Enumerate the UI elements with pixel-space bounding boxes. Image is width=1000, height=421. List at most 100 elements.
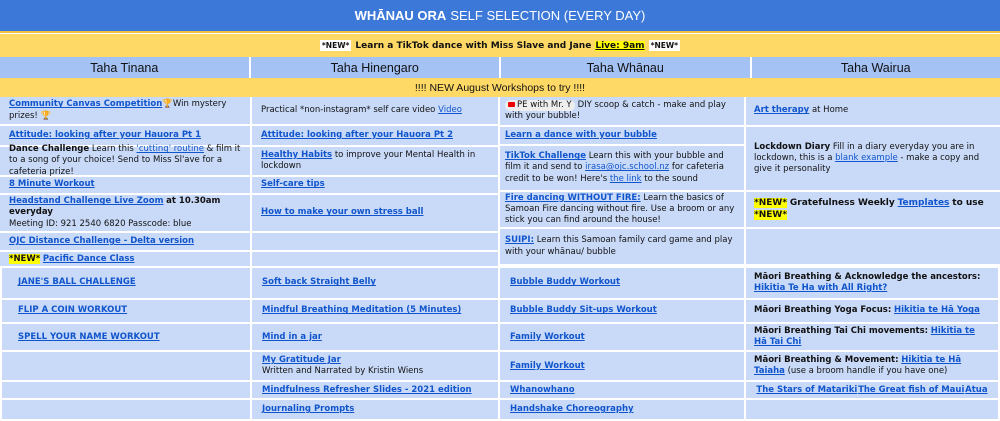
cell: *NEW* Gratefulness Weekly Templates to u… [746, 192, 1000, 227]
mind-jar-link[interactable]: Mind in a jar [262, 332, 322, 342]
cell-text: Practical *non-instagram* self care vide… [261, 105, 435, 115]
cell: Lockdown Diary Fill in a diary everyday … [746, 127, 1000, 190]
flip-coin-link[interactable]: FLIP A COIN WORKOUT [18, 305, 127, 315]
cell-text: at Home [812, 105, 848, 115]
cell: 8 Minute Workout [0, 177, 250, 193]
cell: How to make your own stress ball [252, 195, 498, 231]
suipi-link[interactable]: SUIPI: [505, 235, 534, 245]
header-taha-hinengaro: Taha Hinengaro [251, 57, 500, 78]
cell-bold: to use [952, 198, 984, 208]
soft-back-link[interactable]: Soft back Straight Belly [262, 277, 376, 287]
blank-example-link[interactable]: blank example [835, 153, 898, 163]
hikitia-yoga-link[interactable]: Hikitia te Hā Yoga [894, 305, 980, 315]
attitude-pt1-link[interactable]: Attitude: looking after your Hauora Pt 1 [9, 130, 201, 140]
attitude-pt2-link[interactable]: Attitude: looking after your Hauora Pt 2 [261, 130, 453, 140]
family-workout-link-2[interactable]: Family Workout [510, 361, 585, 371]
workshops-banner: !!!! NEW August Workshops to try !!!! [0, 78, 1000, 97]
table-row: Mindfulness Refresher Slides - 2021 edit… [2, 382, 998, 398]
cell-text: to the sound [644, 174, 698, 184]
matariki-link[interactable]: The Stars of Matariki [756, 385, 857, 396]
meeting-id: Meeting ID: 921 2540 6820 Passcode: blue [9, 219, 191, 229]
title-bold: WHĀNAU ORA [355, 8, 447, 23]
cell: Self-care tips [252, 177, 498, 193]
lockdown-diary-label: Lockdown Diary [754, 142, 830, 152]
new-tag: *NEW* [754, 198, 787, 208]
atua-link[interactable]: Atua [965, 385, 987, 396]
self-care-tips-link[interactable]: Self-care tips [261, 179, 325, 189]
bubble-situps-link[interactable]: Bubble Buddy Sit-ups Workout [510, 305, 657, 315]
cell: *NEW* Pacific Dance Class [0, 252, 250, 267]
cell: Attitude: looking after your Hauora Pt 2 [252, 126, 498, 145]
8-minute-workout-link[interactable]: 8 Minute Workout [9, 179, 95, 189]
tiktok-banner: *NEW* Learn a TikTok dance with Miss Sla… [0, 34, 1000, 57]
community-canvas-link[interactable]: Community Canvas Competition [9, 99, 162, 109]
header-taha-whanau: Taha Whānau [501, 57, 750, 78]
new-tag: *NEW* [9, 254, 40, 264]
fire-dancing-link[interactable]: Fire dancing WITHOUT FIRE: [505, 193, 641, 203]
great-fish-link[interactable]: The Great fish of Maui [858, 385, 964, 396]
cell: Practical *non-instagram* self care vide… [252, 97, 498, 124]
cell-bold: Māori Breathing Tai Chi movements: [754, 326, 928, 336]
cell [252, 252, 498, 267]
banner-text: Learn a TikTok dance with Miss Slave and… [355, 41, 591, 51]
title-rest: SELF SELECTION (EVERY DAY) [450, 8, 645, 23]
family-workout-link[interactable]: Family Workout [510, 332, 585, 342]
ojc-distance-link[interactable]: OJC Distance Challenge - Delta version [9, 236, 194, 246]
learn-dance-link[interactable]: Learn a dance with your bubble [505, 130, 657, 140]
email-link[interactable]: irasa@ojc.school.nz [585, 162, 669, 172]
spell-name-link[interactable]: SPELL YOUR NAME WORKOUT [18, 332, 160, 342]
cell-text: Written and Narrated by Kristin Wiens [262, 366, 423, 376]
column-headers: Taha Tinana Taha Hinengaro Taha Whānau T… [0, 57, 1000, 78]
wairua-column: Art therapy at Home Lockdown Diary Fill … [746, 97, 1000, 264]
cell: OJC Distance Challenge - Delta version [0, 233, 250, 250]
bubble-buddy-link[interactable]: Bubble Buddy Workout [510, 277, 620, 287]
cell: Headstand Challenge Live Zoom at 10.30am… [0, 195, 250, 231]
stress-ball-link[interactable]: How to make your own stress ball [261, 207, 423, 217]
cell: TikTok Challenge Learn this with your bu… [500, 146, 744, 190]
hikitia-all-right-link[interactable]: Hikitia Te Ha with All Right? [754, 283, 887, 293]
table-row: FLIP A COIN WORKOUT Mindful Breathing Me… [2, 300, 998, 322]
dance-challenge-label: Dance Challenge [9, 144, 89, 154]
new-tag: *NEW* [649, 40, 681, 51]
cell: Healthy Habits to improve your Mental He… [252, 147, 498, 175]
video-link[interactable]: Video [438, 105, 462, 115]
table-row: Journaling Prompts Handshake Choreograph… [2, 400, 998, 419]
headstand-zoom-link[interactable]: Headstand Challenge Live Zoom [9, 196, 163, 206]
cell-bold: Māori Breathing & Movement: [754, 355, 899, 365]
cell: Community Canvas Competition🏆Win mystery… [0, 97, 250, 124]
gratitude-jar-link[interactable]: My Gratitude Jar [262, 355, 341, 365]
healthy-habits-link[interactable]: Healthy Habits [261, 150, 332, 160]
table-row: JANE'S BALL CHALLENGE Soft back Straight… [2, 268, 998, 298]
janes-ball-link[interactable]: JANE'S BALL CHALLENGE [18, 277, 136, 287]
the-link[interactable]: the link [610, 174, 642, 184]
tiktok-challenge-link[interactable]: TikTok Challenge [505, 151, 586, 161]
art-therapy-link[interactable]: Art therapy [754, 105, 809, 115]
cutting-routine-link[interactable]: 'cutting' routine [137, 144, 204, 154]
mindfulness-slides-link[interactable]: Mindfulness Refresher Slides - 2021 edit… [262, 385, 472, 395]
cell-text: Learn this [92, 144, 134, 154]
templates-link[interactable]: Templates [898, 198, 950, 208]
handshake-link[interactable]: Handshake Choreography [510, 404, 634, 414]
header-taha-wairua: Taha Wairua [752, 57, 1000, 78]
pacific-dance-link[interactable]: Pacific Dance Class [43, 254, 135, 264]
youtube-chip[interactable]: PE with Mr. Y [505, 100, 575, 111]
cell-bold: Gratefulness Weekly [790, 198, 895, 208]
cell-text: (use a broom handle if you have one) [788, 366, 948, 376]
cell: Learn a dance with your bubble [500, 127, 744, 144]
live-link[interactable]: Live: 9am [595, 41, 644, 51]
header-taha-tinana: Taha Tinana [0, 57, 249, 78]
cell: Dance Challenge Learn this 'cutting' rou… [0, 147, 250, 175]
cell-text: Learn this Samoan family card game and p… [505, 235, 733, 256]
youtube-icon [508, 102, 515, 107]
whanowhano-link[interactable]: Whanowhano [510, 385, 575, 395]
journaling-prompts-link[interactable]: Journaling Prompts [262, 404, 354, 414]
mindful-breathing-link[interactable]: Mindful Breathing Meditation (5 Minutes) [262, 305, 461, 315]
tinana-column: Community Canvas Competition🏆Win mystery… [0, 97, 250, 267]
cell-bold: Māori Breathing Yoga Focus: [754, 305, 891, 315]
cell [746, 229, 1000, 264]
cell-bold: Māori Breathing & Acknowledge the ancest… [754, 272, 980, 282]
cell [252, 233, 498, 250]
